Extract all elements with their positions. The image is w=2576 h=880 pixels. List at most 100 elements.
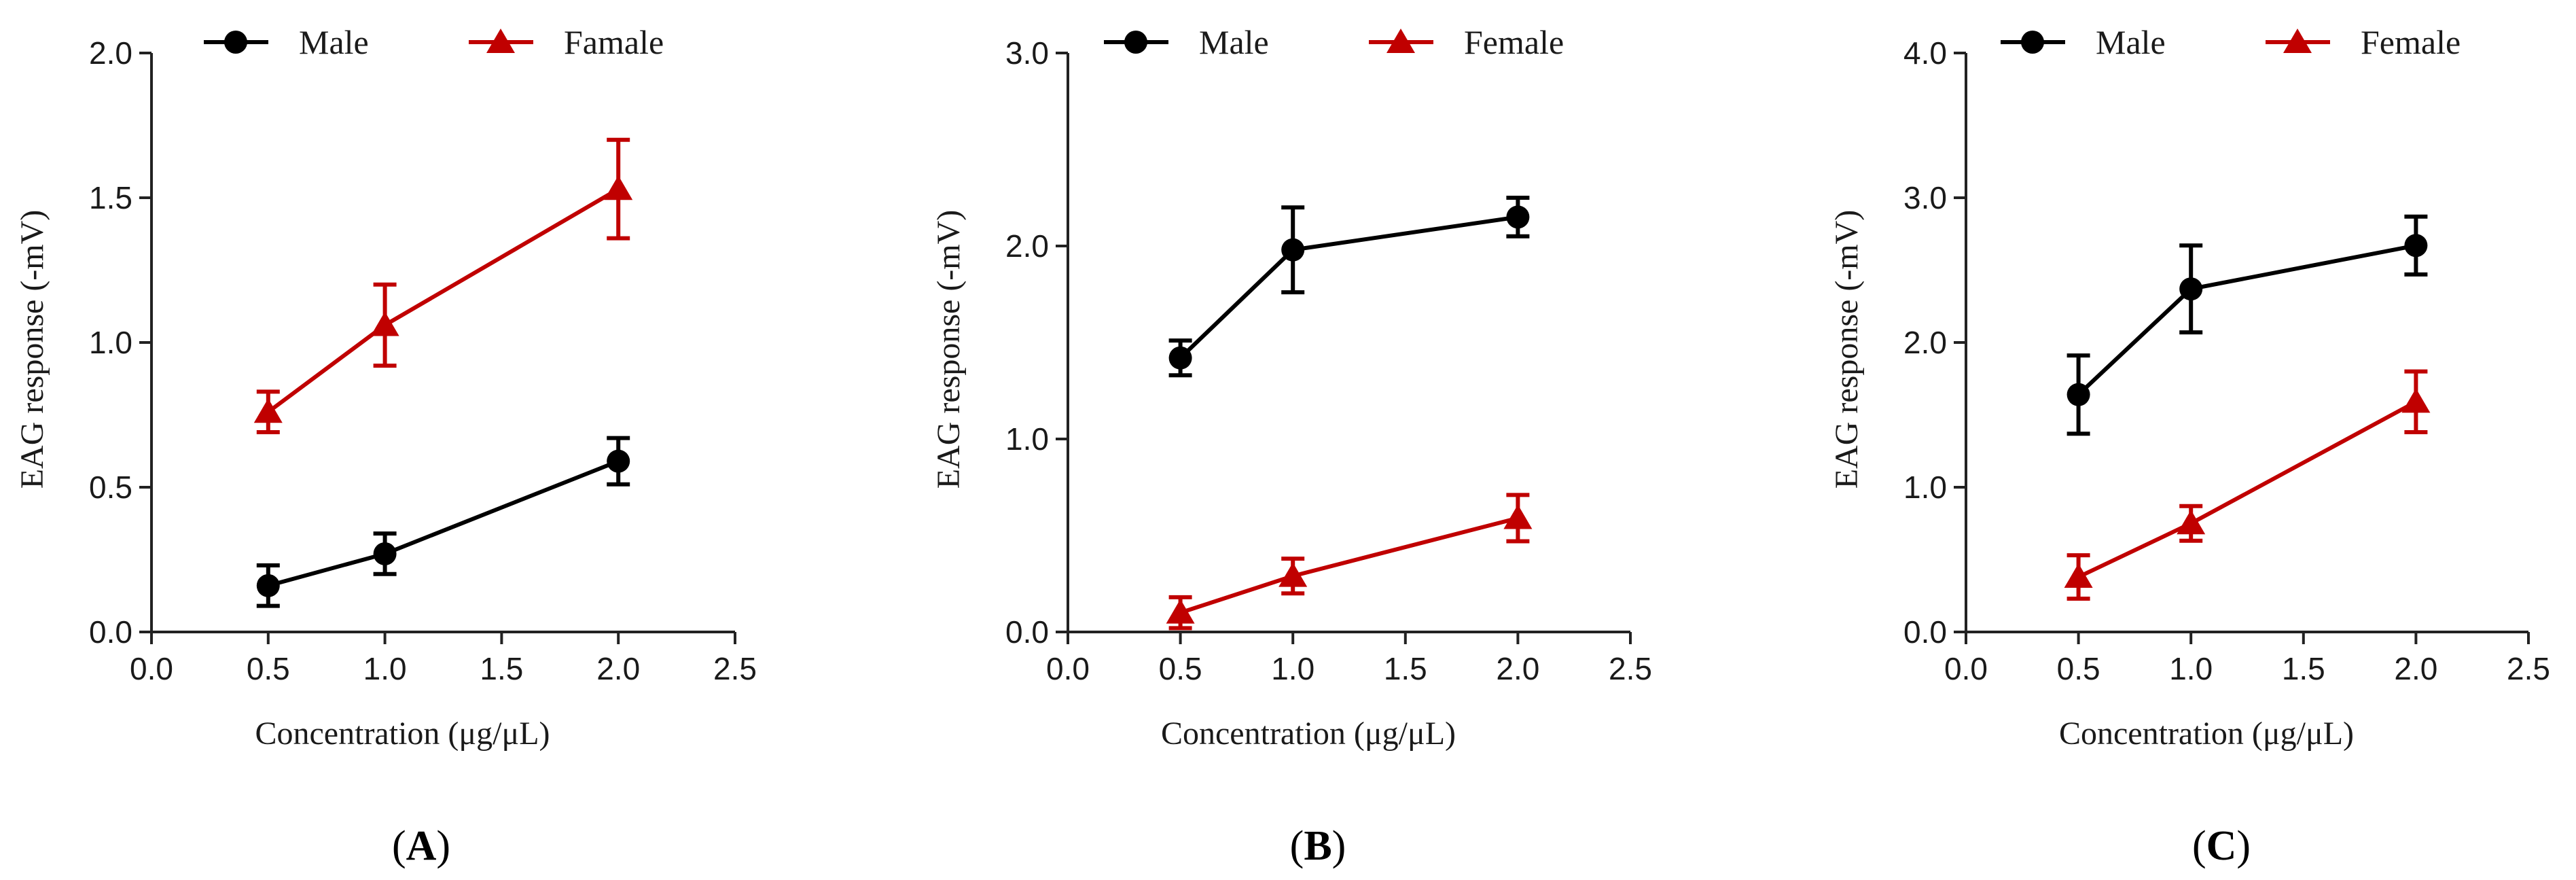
x-tick-label: 2.5 <box>713 651 757 686</box>
x-tick-label: 2.0 <box>596 651 640 686</box>
data-point <box>1506 205 1530 229</box>
x-tick-label: 1.5 <box>480 651 523 686</box>
x-axis-label: Concentration (μg/μL) <box>1161 716 1456 752</box>
data-point <box>2067 383 2090 406</box>
series-male <box>1168 196 1530 378</box>
series-female <box>1166 493 1533 631</box>
legend-marker <box>224 31 247 54</box>
data-point <box>370 311 399 336</box>
y-axis-label: EAG response (-mV) <box>931 210 967 489</box>
data-point <box>2401 388 2431 413</box>
legend-entry-male: Male <box>204 23 369 61</box>
x-tick-label: 0.0 <box>1944 651 1988 686</box>
legend-marker <box>1124 31 1147 54</box>
data-point <box>1503 504 1533 529</box>
panel-label: (C) <box>2192 823 2251 869</box>
y-axis-label: EAG response (-mV) <box>14 210 50 489</box>
data-point <box>253 398 283 423</box>
data-point <box>2404 234 2428 258</box>
y-tick-label: 2.0 <box>89 35 132 71</box>
data-point <box>1166 599 1195 624</box>
panel-label-close: ) <box>436 823 450 869</box>
y-axis-label: EAG response (-mV) <box>1829 210 1865 489</box>
x-tick-label: 1.0 <box>1271 651 1314 686</box>
y-tick-label: 0.0 <box>89 614 132 650</box>
x-tick-label: 2.5 <box>2507 651 2550 686</box>
y-tick-label: 1.5 <box>89 180 132 215</box>
legend-label: Female <box>1464 23 1564 61</box>
panel-label-open: ( <box>2192 823 2206 869</box>
series-famale <box>253 137 633 435</box>
data-point <box>1278 562 1308 587</box>
legend-label: Male <box>1199 23 1269 61</box>
y-tick-label: 0.0 <box>1903 614 1947 650</box>
legend-entry-female: Female <box>1369 23 1564 61</box>
x-tick-label: 2.0 <box>1496 651 1539 686</box>
y-tick-label: 0.5 <box>89 470 132 505</box>
y-tick-label: 3.0 <box>1005 35 1049 71</box>
data-point <box>1168 346 1192 370</box>
x-tick-label: 0.5 <box>1159 651 1202 686</box>
y-tick-label: 1.0 <box>1903 470 1947 505</box>
series-line <box>1179 215 1518 359</box>
legend-marker <box>1387 29 1415 53</box>
panel-label-letter: C <box>2206 823 2237 869</box>
y-tick-label: 0.0 <box>1005 614 1049 650</box>
x-tick-label: 1.5 <box>2282 651 2325 686</box>
x-tick-label: 2.0 <box>2394 651 2437 686</box>
data-point <box>2177 510 2206 535</box>
legend-entry-female: Female <box>2266 23 2461 61</box>
x-axis-label: Concentration (μg/μL) <box>2059 716 2354 752</box>
data-point <box>373 542 397 565</box>
x-tick-label: 0.0 <box>1046 651 1090 686</box>
x-tick-label: 0.5 <box>247 651 290 686</box>
x-tick-label: 1.0 <box>363 651 407 686</box>
series-male <box>256 436 630 608</box>
y-tick-label: 1.0 <box>89 325 132 360</box>
legend-entry-male: Male <box>2001 23 2166 61</box>
panel-label-close: ) <box>1332 823 1346 869</box>
legend-marker <box>2021 31 2044 54</box>
data-point <box>2064 563 2093 588</box>
series-line <box>268 459 620 588</box>
series-line <box>267 187 620 414</box>
y-tick-label: 2.0 <box>1903 325 1947 360</box>
panel-label: (B) <box>1290 823 1346 869</box>
y-tick-label: 1.0 <box>1005 421 1049 457</box>
y-tick-label: 3.0 <box>1903 180 1947 215</box>
panel-label-close: ) <box>2236 823 2251 869</box>
x-tick-label: 2.5 <box>1609 651 1652 686</box>
x-tick-label: 0.5 <box>2057 651 2100 686</box>
chart-panel-c: 0.0 0.5 1.0 1.5 2.0 2.5 0.0 1.0 2.0 3.0 4.0 Concent… <box>1829 23 2550 869</box>
series-line <box>2077 243 2416 396</box>
y-tick-label: 2.0 <box>1005 228 1049 264</box>
x-tick-label: 1.0 <box>2169 651 2213 686</box>
series-line <box>1179 516 1519 615</box>
data-point <box>607 449 630 473</box>
series-female <box>2064 369 2431 601</box>
data-point <box>604 175 633 200</box>
legend-entry-famale: Famale <box>469 23 664 61</box>
y-tick-label: 4.0 <box>1903 35 1947 71</box>
data-point <box>256 574 280 597</box>
legend-label: Male <box>2096 23 2166 61</box>
chart-panel-b: 0.0 0.5 1.0 1.5 2.0 2.5 0.0 1.0 2.0 3.0 Concentrat… <box>931 23 1652 869</box>
data-point <box>1281 238 1305 262</box>
legend-label: Male <box>299 23 369 61</box>
x-tick-label: 1.5 <box>1384 651 1427 686</box>
panel-label-letter: B <box>1304 823 1331 869</box>
x-axis-label: Concentration (μg/μL) <box>255 716 550 752</box>
panel-label-open: ( <box>392 823 406 869</box>
legend-entry-male: Male <box>1104 23 1269 61</box>
panel-label-open: ( <box>1290 823 1304 869</box>
chart-panel-a: 0.0 0.5 1.0 1.5 2.0 2.5 0.0 0.5 1.0 1.5 2.0 Concent… <box>14 23 757 869</box>
legend-marker <box>486 29 515 53</box>
panel-label-letter: A <box>406 823 437 869</box>
legend-marker <box>2283 29 2312 53</box>
panel-label: (A) <box>392 823 450 869</box>
x-tick-label: 0.0 <box>130 651 173 686</box>
series-male <box>2067 214 2428 436</box>
series-line <box>2077 400 2417 579</box>
data-point <box>2179 277 2203 301</box>
